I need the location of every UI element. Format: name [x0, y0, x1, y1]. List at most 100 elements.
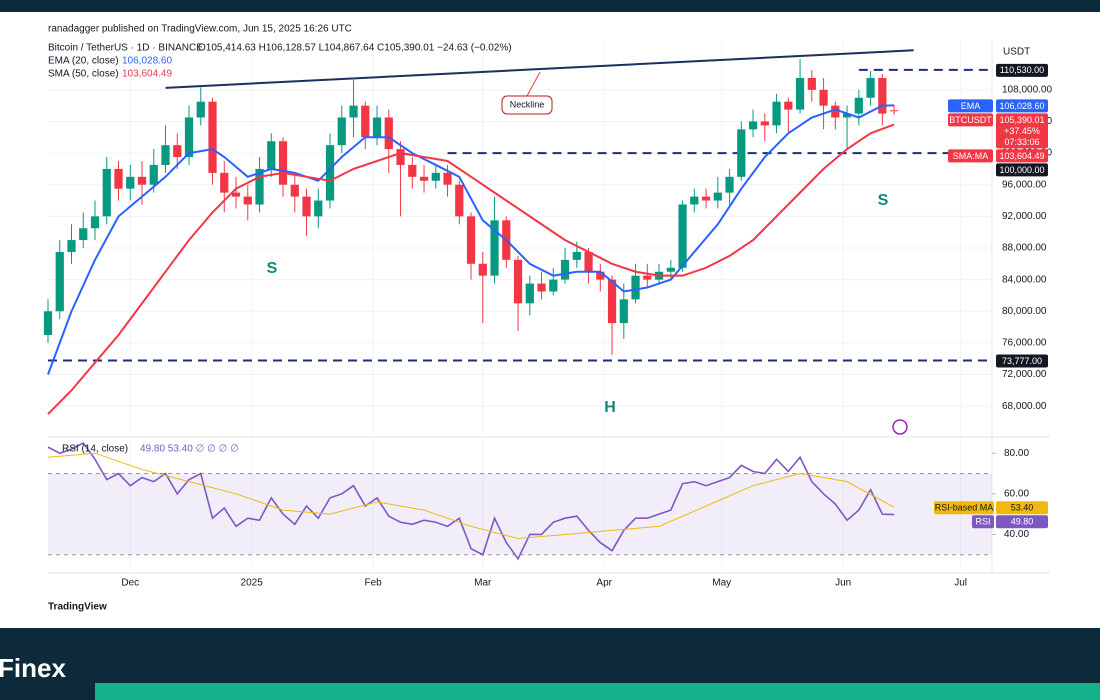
- tag-name-bg: [948, 113, 993, 127]
- candle-body: [831, 105, 840, 118]
- candle-body: [619, 299, 628, 324]
- candle-body: [666, 267, 675, 272]
- rsi-tag-name-bg: [934, 501, 994, 515]
- candle-body: [431, 172, 440, 181]
- price-tag-bg: [996, 149, 1048, 163]
- candle-body: [819, 89, 828, 106]
- candle-body: [466, 216, 476, 264]
- pattern-label: S: [878, 192, 889, 209]
- candle-body: [43, 311, 53, 335]
- candle-body: [478, 263, 487, 276]
- candle-body: [596, 271, 605, 280]
- candle-body: [231, 192, 241, 197]
- candle-body: [443, 172, 452, 185]
- symbol: Bitcoin / TetherUS · 1D · BINANCE: [48, 43, 203, 54]
- price-tag-extra: +37.45%: [1004, 126, 1040, 136]
- candle-body: [572, 251, 581, 260]
- candle-body: [725, 176, 734, 193]
- price-tag-bg: [996, 63, 1048, 77]
- candle-body: [607, 279, 617, 324]
- candle-body: [79, 228, 88, 241]
- price-tag: 100,000.00: [999, 165, 1044, 175]
- tag-name: SMA:MA: [953, 151, 989, 161]
- price-tag: 103,604.49: [999, 151, 1044, 161]
- price-tag-bg: [996, 99, 1048, 113]
- neckline-box: [501, 95, 553, 115]
- candle-body: [372, 117, 382, 138]
- candle-body: [220, 172, 229, 193]
- candle-body: [643, 275, 652, 280]
- candle-body: [455, 184, 464, 217]
- candle-body: [208, 101, 217, 173]
- pattern-label: S: [267, 260, 278, 277]
- candle-body: [784, 101, 793, 110]
- y-tick-label: 80,000.00: [1002, 306, 1047, 317]
- candle-body: [184, 117, 194, 158]
- candle-body: [314, 200, 323, 217]
- x-tick-label: Feb: [364, 578, 382, 589]
- price-tag: 110,530.00: [1000, 65, 1044, 75]
- candle-body: [67, 240, 76, 252]
- candle-body: [102, 168, 111, 217]
- candle-body: [90, 216, 100, 229]
- tag-name: EMA: [961, 101, 981, 111]
- candle-body: [737, 129, 746, 177]
- candle-body: [748, 121, 758, 130]
- candle-body: [525, 283, 534, 304]
- candle-body: [302, 196, 311, 217]
- sma-legend-value: 103,604.49: [122, 69, 172, 80]
- ohlc: O105,414.63 H106,128.57 L104,867.64 C105…: [198, 43, 512, 54]
- published: ranadagger published on TradingView.com,…: [48, 24, 352, 35]
- price-tag-bg: [996, 354, 1048, 368]
- candle-body: [349, 105, 358, 118]
- candle-body: [325, 145, 335, 201]
- y-tick-label: 40.00: [1004, 529, 1029, 540]
- candle-body: [854, 97, 863, 114]
- x-tick-label: Mar: [474, 578, 492, 589]
- candle-body: [278, 141, 288, 185]
- ema-legend: EMA (20, close): [48, 56, 119, 67]
- candle-body: [419, 176, 429, 181]
- rsi-tag-bg: [996, 515, 1048, 529]
- candle-body: [137, 176, 147, 185]
- price-tag: 106,028.60: [999, 101, 1044, 111]
- rsi-tag: 53.40: [1011, 503, 1034, 513]
- candle-body: [396, 149, 405, 165]
- brand: Finex: [0, 653, 66, 683]
- candle-body: [866, 77, 875, 98]
- x-tick-label: Apr: [596, 578, 612, 589]
- pattern-label: H: [604, 399, 616, 416]
- rsi-tag-name: RSI: [975, 517, 990, 527]
- y-tick-label: 68,000.00: [1002, 401, 1047, 412]
- candle-body: [255, 168, 264, 205]
- y-tick-label: 76,000.00: [1002, 338, 1047, 349]
- candle-body: [490, 220, 499, 276]
- rsi-line: [47, 442, 895, 561]
- ma-line: [47, 123, 895, 415]
- price-tag: 73,777.00: [1002, 356, 1042, 366]
- candle-body: [337, 117, 346, 146]
- ema-legend-value: 106,028.60: [122, 56, 172, 67]
- candle-body: [149, 164, 158, 185]
- alert-icon[interactable]: [892, 419, 908, 435]
- candle-body: [290, 184, 299, 197]
- candle-body: [560, 259, 570, 280]
- y-tick-label: 88,000.00: [1002, 243, 1047, 254]
- candle-body: [408, 164, 417, 177]
- candle-body: [513, 259, 523, 304]
- tag-name: BTCUSDT: [949, 115, 992, 125]
- ma-line: [47, 104, 895, 375]
- candle-body: [842, 113, 852, 118]
- candle-body: [55, 251, 64, 312]
- y-tick-label: 72,000.00: [1002, 369, 1047, 380]
- y-tick-label: 60.00: [1004, 488, 1029, 499]
- rsi-tag-name-bg: [972, 515, 994, 529]
- candle-body: [701, 196, 711, 201]
- candle-body: [537, 283, 546, 292]
- rsi-title-values: 49.80 53.40 ∅ ∅ ∅ ∅: [140, 444, 239, 455]
- price-tag-bg: [996, 163, 1048, 177]
- rsi-tag-bg: [996, 501, 1048, 515]
- y-tick-label: 80.00: [1004, 448, 1029, 459]
- candle-body: [631, 275, 640, 300]
